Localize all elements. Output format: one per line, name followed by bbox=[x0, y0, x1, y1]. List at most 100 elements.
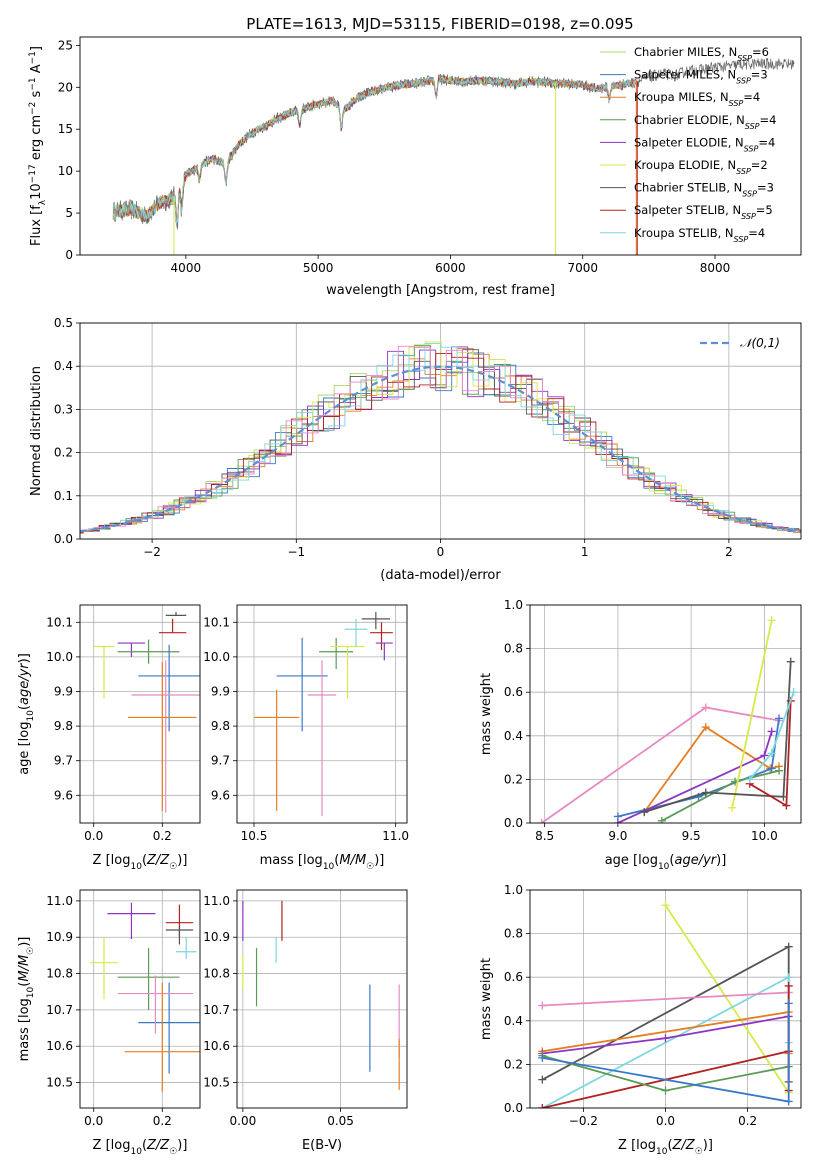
weight-marker bbox=[767, 764, 776, 773]
weight-marker bbox=[640, 808, 649, 817]
weight-marker bbox=[701, 703, 710, 712]
y-tick-label: 9.9 bbox=[211, 685, 230, 699]
y-tick-label: 10.0 bbox=[203, 650, 230, 664]
x-axis-label: Z [log10(Z/Z☉)] bbox=[93, 1138, 188, 1157]
spectrum-legend: Chabrier MILES, NSSP=6 Salpeter MILES, NS… bbox=[600, 45, 776, 243]
weight-marker bbox=[538, 1104, 547, 1108]
y-tick-label: 9.7 bbox=[54, 754, 73, 768]
y-tick-label: 0.0 bbox=[504, 816, 523, 830]
y-axis-label: age [log10(age/yr)] bbox=[17, 653, 36, 775]
axes-frame bbox=[236, 604, 408, 824]
weight-marker bbox=[613, 819, 622, 823]
x-tick-label: 0.0 bbox=[84, 1114, 103, 1128]
spectrum-series-chabrier-miles bbox=[112, 75, 630, 227]
y-tick-label: 10.7 bbox=[203, 1003, 230, 1017]
errorbar-point bbox=[90, 937, 118, 999]
y-tick-label: 11.0 bbox=[46, 894, 73, 908]
y-tick-label: 0.6 bbox=[504, 685, 523, 699]
x-tick-label: 9.0 bbox=[608, 829, 627, 843]
normal-curve bbox=[80, 365, 801, 533]
x-axis-label: mass [log10(M/M☉)] bbox=[260, 853, 385, 872]
x-axis-label: age [log10(age/yr)] bbox=[605, 853, 727, 872]
x-axis-label: (data-model)/error bbox=[380, 568, 501, 583]
weight-marker bbox=[784, 981, 793, 990]
legend-label: Kroupa STELIB, NSSP=4 bbox=[634, 226, 765, 244]
errorbar-point bbox=[117, 948, 180, 1010]
y-tick-label: 0.2 bbox=[54, 446, 73, 460]
weight-marker bbox=[701, 788, 710, 797]
errorbar-point bbox=[117, 975, 194, 1034]
x-tick-label: 7000 bbox=[567, 261, 598, 275]
y-tick-label: 15 bbox=[58, 122, 73, 136]
axes-frame bbox=[529, 889, 802, 1109]
x-tick-label: 5000 bbox=[303, 261, 334, 275]
y-tick-label: 11.0 bbox=[203, 894, 230, 908]
y-tick-label: 0.4 bbox=[504, 729, 523, 743]
y-tick-label: 0.4 bbox=[54, 359, 73, 373]
weight-marker bbox=[767, 749, 776, 758]
weight-marker bbox=[661, 901, 670, 910]
errorbar-point bbox=[176, 937, 197, 960]
y-tick-label: 10.1 bbox=[46, 615, 73, 629]
x-tick-label: 2 bbox=[725, 545, 733, 559]
x-tick-label: 9.5 bbox=[682, 829, 701, 843]
x-tick-label: 8.5 bbox=[535, 829, 554, 843]
spectrum-series-kroupa-elodie bbox=[112, 76, 557, 223]
y-axis-label: Flux [fλ10−17 erg cm−2 s−1 A−1] bbox=[28, 46, 48, 246]
x-axis-label: Z [log10(Z/Z☉)] bbox=[618, 1138, 713, 1157]
errorbar-point bbox=[375, 642, 393, 661]
y-tick-label: 10.9 bbox=[46, 930, 73, 944]
mass-vs-z-panel: 0.0 0.2 10.5 10.6 10.7 10.8 10.9 11.0 Z [log10(Z… bbox=[17, 889, 201, 1157]
age-vs-z-panel: 0.0 0.2 9.6 9.7 9.8 9.9 10.0 10.1 Z [log10(Z/Z☉)… bbox=[17, 604, 201, 872]
errorbar-points bbox=[93, 611, 200, 813]
weight-line bbox=[643, 725, 780, 813]
y-tick-label: 0.2 bbox=[504, 1057, 523, 1071]
legend-label: Kroupa MILES, NSSP=4 bbox=[634, 90, 760, 108]
x-tick-label: −0.2 bbox=[569, 1114, 598, 1128]
y-tick-label: 1.0 bbox=[504, 883, 523, 897]
errorbar-points bbox=[90, 902, 200, 1092]
y-tick-label: 10.6 bbox=[46, 1039, 73, 1053]
errorbar-point bbox=[138, 982, 200, 1074]
errorbar-point bbox=[158, 618, 187, 634]
residual-hist-panel: −2 −1 0 1 2 0.0 0.1 0.2 0.3 0.4 0.5 (data-model)/er… bbox=[29, 316, 802, 583]
y-tick-label: 10.1 bbox=[203, 615, 230, 629]
errorbar-point bbox=[165, 611, 187, 616]
y-tick-label: 9.6 bbox=[54, 788, 73, 802]
y-tick-label: 10.5 bbox=[203, 1076, 230, 1090]
x-tick-label: 4000 bbox=[171, 261, 202, 275]
x-tick-label: 0.05 bbox=[327, 1114, 354, 1128]
weight-marker bbox=[775, 766, 784, 775]
histogram-series bbox=[80, 341, 801, 533]
histogram-series bbox=[80, 352, 801, 534]
spectrum-panel: 4000 5000 6000 7000 8000 0 5 10 15 20 25 wavelength… bbox=[28, 36, 802, 298]
x-tick-label: −1 bbox=[287, 545, 305, 559]
weight-marker bbox=[728, 803, 737, 812]
x-axis-label: Z [log10(Z/Z☉)] bbox=[93, 853, 188, 872]
weight-marker bbox=[745, 775, 754, 784]
weight-marker bbox=[775, 714, 784, 723]
x-tick-label: 0.2 bbox=[738, 1114, 757, 1128]
weight-marker bbox=[767, 727, 776, 736]
errorbar-points bbox=[254, 611, 393, 817]
x-tick-label: 0.2 bbox=[153, 1114, 172, 1128]
y-tick-label: 0.5 bbox=[54, 316, 73, 330]
x-tick-label: −2 bbox=[143, 545, 161, 559]
y-tick-label: 0.6 bbox=[504, 970, 523, 984]
x-tick-label: 0.00 bbox=[230, 1114, 257, 1128]
y-tick-label: 10.9 bbox=[203, 930, 230, 944]
weight-marker bbox=[701, 723, 710, 732]
weight-line bbox=[664, 904, 790, 1094]
y-axis-label: Normed distribution bbox=[29, 366, 44, 496]
y-tick-label: 5 bbox=[65, 206, 73, 220]
y-tick-label: 0.4 bbox=[504, 1014, 523, 1028]
x-tick-label: 10.0 bbox=[751, 829, 778, 843]
axes-frame bbox=[79, 604, 201, 824]
y-tick-label: 0.8 bbox=[504, 642, 523, 656]
y-tick-label: 0.3 bbox=[54, 402, 73, 416]
legend-label: Chabrier ELODIE, NSSP=4 bbox=[634, 113, 776, 131]
weight-marker bbox=[760, 751, 769, 760]
errorbar-point bbox=[254, 689, 300, 811]
errorbar-point bbox=[307, 660, 337, 817]
y-tick-label: 9.9 bbox=[54, 685, 73, 699]
